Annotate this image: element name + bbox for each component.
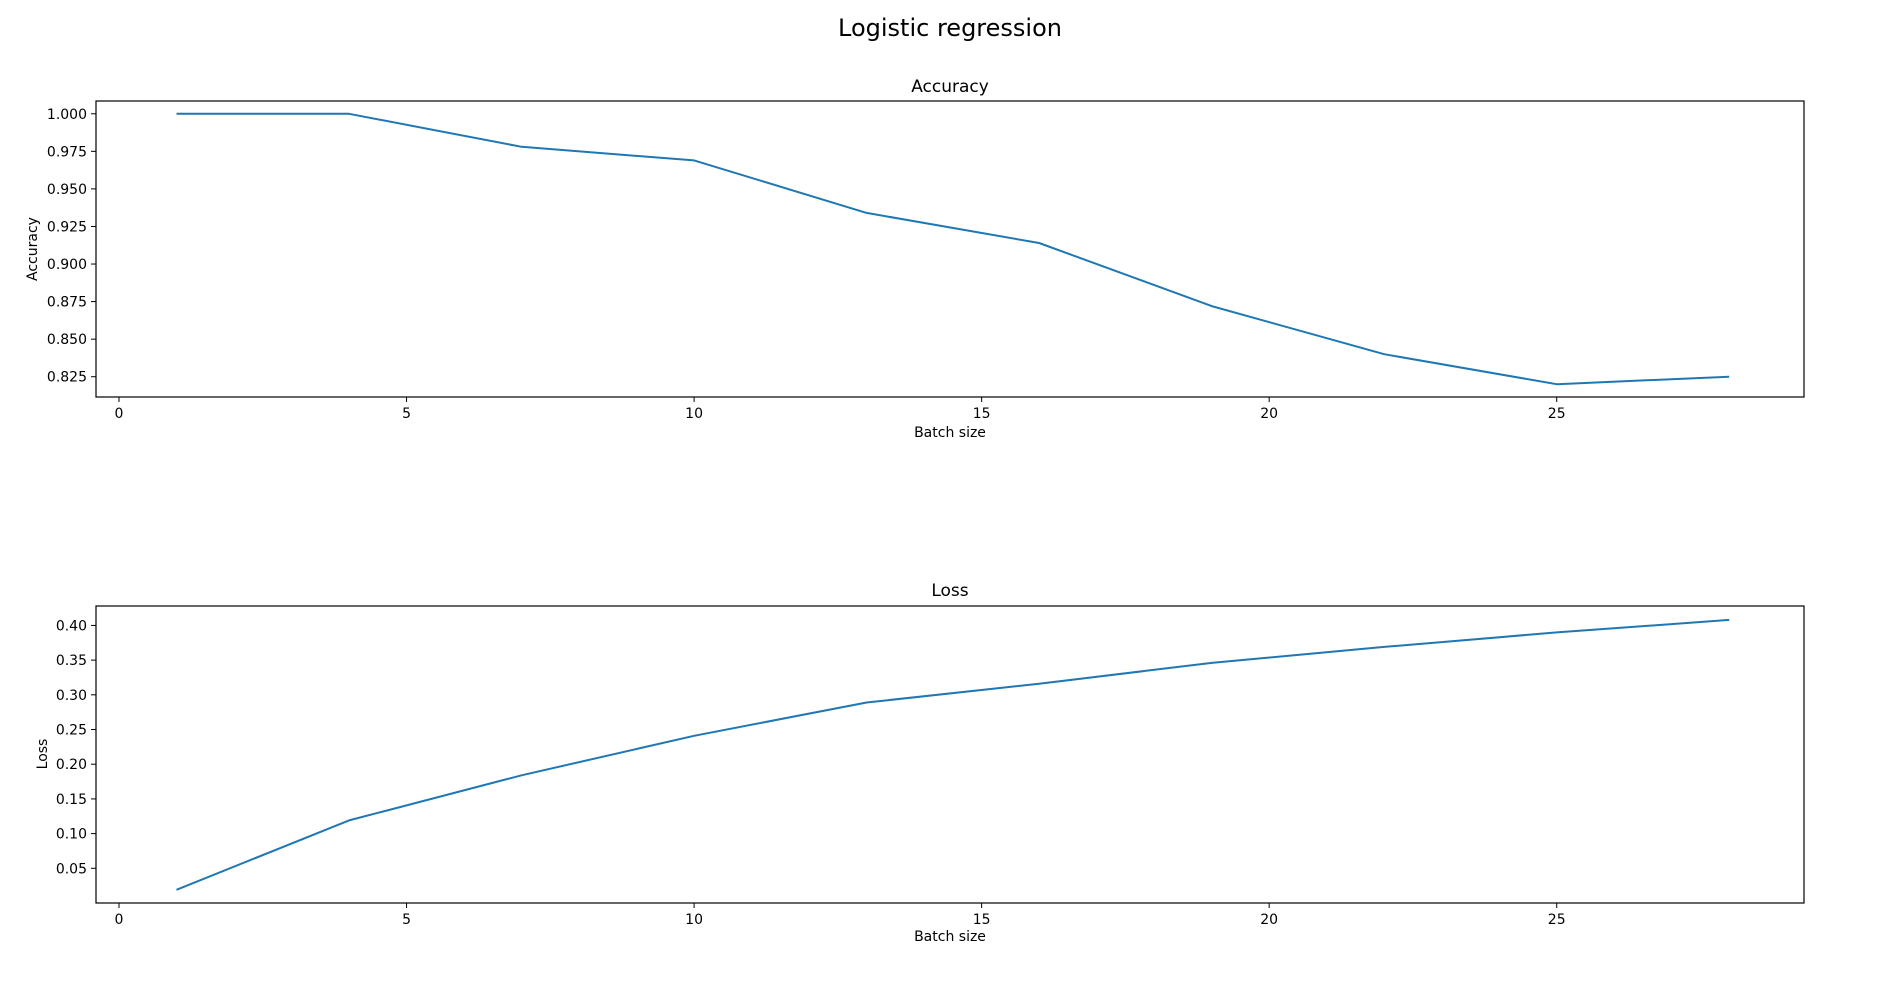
loss-x-tick-label: 15 (973, 912, 991, 928)
loss-x-axis-label: Batch size (914, 929, 986, 945)
loss-y-axis-label: Loss (35, 739, 51, 770)
loss-y-tick-label: 0.20 (56, 757, 87, 773)
accuracy-chart-title: Accuracy (911, 77, 989, 97)
accuracy-x-axis-label: Batch size (914, 425, 986, 441)
accuracy-y-tick-label: 0.850 (47, 332, 87, 348)
accuracy-axes-frame (95, 100, 1805, 398)
accuracy-y-tick-label: 0.825 (47, 370, 87, 386)
accuracy-y-axis-label: Accuracy (25, 217, 41, 281)
accuracy-x-tick-label: 5 (402, 406, 411, 422)
accuracy-y-tick-label: 0.875 (47, 295, 87, 311)
loss-y-tick-label: 0.35 (56, 653, 87, 669)
loss-x-tick-label: 25 (1548, 912, 1566, 928)
accuracy-x-tick-label: 25 (1548, 406, 1566, 422)
accuracy-y-tick-label: 0.925 (47, 219, 87, 235)
loss-y-tick-label: 0.25 (56, 723, 87, 739)
loss-chart: Loss Batch size Loss 0 5 10 15 20 25 0.05 0.10 0… (35, 581, 1805, 945)
loss-x-tick-label: 0 (115, 912, 124, 928)
loss-y-tick-label: 0.15 (56, 792, 87, 808)
loss-y-tick-label: 0.10 (56, 827, 87, 843)
loss-y-tick-label: 0.40 (56, 618, 87, 634)
accuracy-x-tick-label: 10 (685, 406, 703, 422)
accuracy-series-line (176, 112, 1730, 386)
loss-axes-frame (95, 605, 1805, 904)
loss-x-tick-label: 10 (685, 912, 703, 928)
accuracy-y-tick-label: 0.950 (47, 182, 87, 198)
loss-y-tick-label: 0.30 (56, 688, 87, 704)
accuracy-chart: Accuracy Batch size Accuracy 0 5 10 15 20 25 0… (25, 77, 1805, 441)
figure-title: Logistic regression (838, 14, 1062, 42)
loss-chart-title: Loss (931, 581, 968, 601)
loss-x-tick-label: 5 (402, 912, 411, 928)
accuracy-x-tick-label: 15 (973, 406, 991, 422)
loss-y-tick-label: 0.05 (56, 861, 87, 877)
accuracy-y-tick-label: 0.900 (47, 257, 87, 273)
loss-series-line (176, 618, 1730, 891)
loss-x-tick-label: 20 (1260, 912, 1278, 928)
accuracy-y-tick-label: 0.975 (47, 144, 87, 160)
accuracy-x-tick-label: 0 (115, 406, 124, 422)
accuracy-x-tick-label: 20 (1260, 406, 1278, 422)
accuracy-y-tick-label: 1.000 (47, 107, 87, 123)
